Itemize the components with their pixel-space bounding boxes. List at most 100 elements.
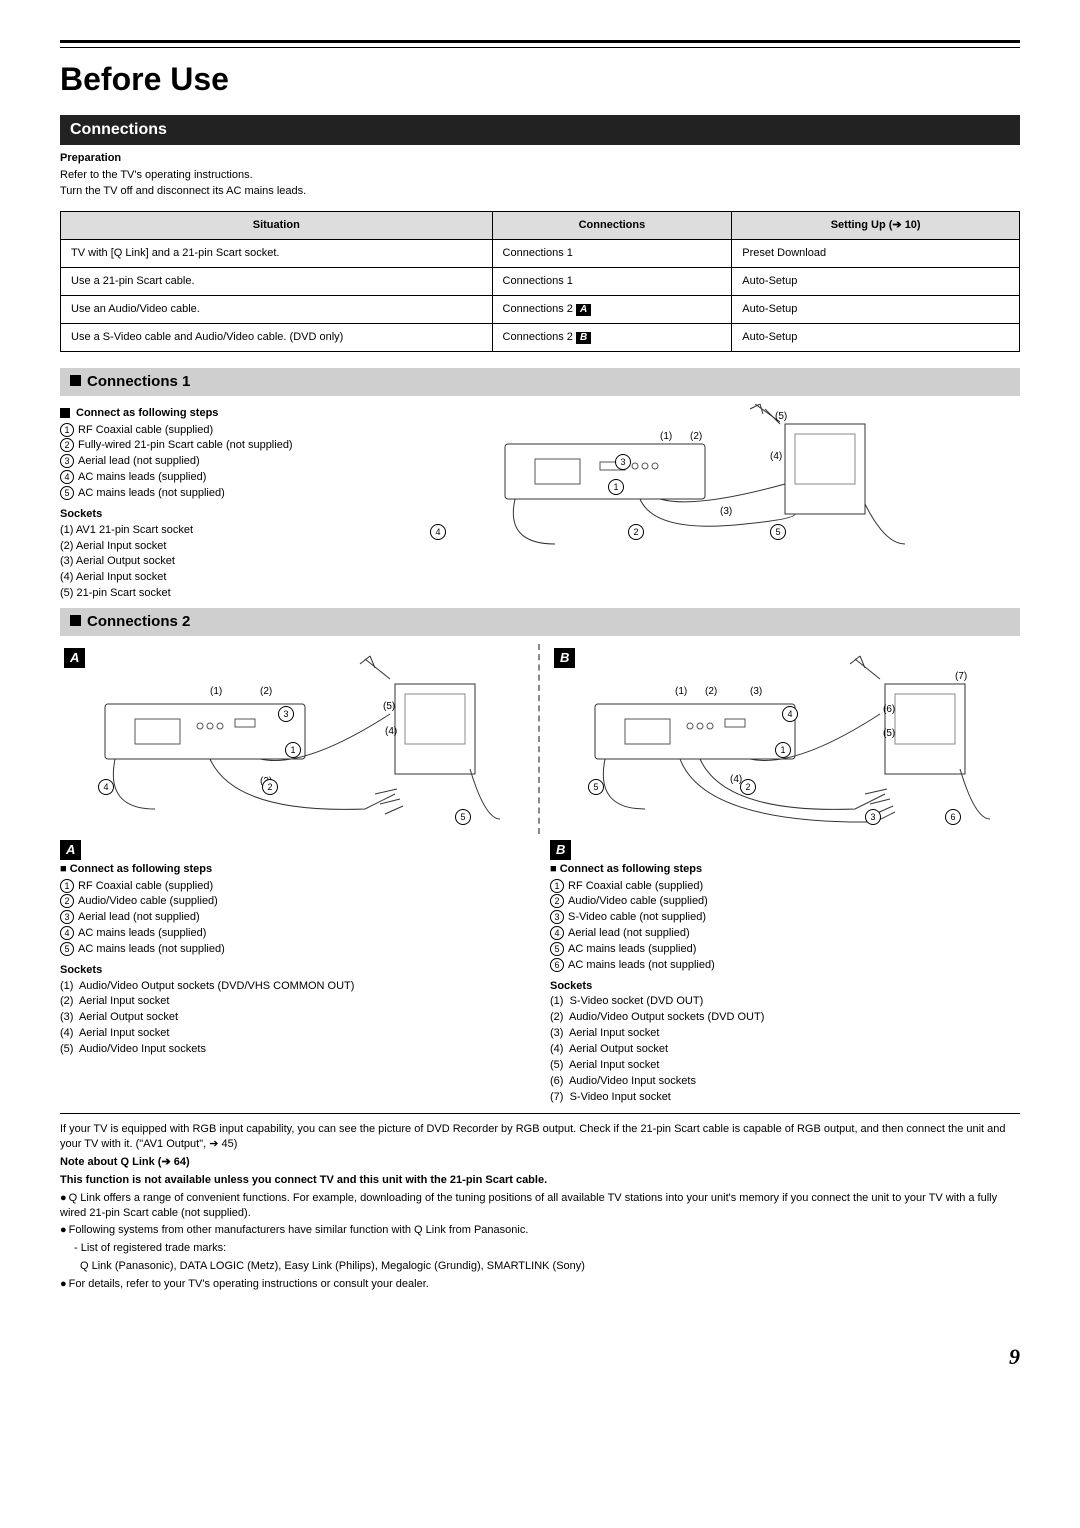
socket-item: (7) S-Video Input socket [550,1090,1020,1105]
diagram-a-svg: (1) (2) (5) (4) (3) [60,644,530,834]
conn2-a-text: A ■ Connect as following steps 1RF Coaxi… [60,840,530,1105]
table-row: TV with [Q Link] and a 21-pin Scart sock… [61,240,1020,268]
step-text: RF Coaxial cable (supplied) [568,880,703,892]
connections2-heading-text: Connections 2 [87,613,190,630]
svg-text:(4): (4) [770,451,782,462]
circle-2-icon: 2 [60,894,74,908]
prep-line1: Refer to the TV's operating instructions… [60,168,1020,183]
step-text: Fully-wired 21-pin Scart cable (not supp… [78,439,293,451]
sockets-heading: Sockets [60,963,530,978]
step-item: 3Aerial lead (not supplied) [60,454,380,469]
diagram-b-svg: (1) (2) (3) (7) (6) (5) (4) [550,644,1020,834]
letter-b-icon: B [550,840,571,860]
circle-2-icon: 2 [550,894,564,908]
step-text: AC mains leads (supplied) [568,943,696,955]
cell-text: Connections 2 [503,303,576,315]
socket-text: Aerial Input socket [569,1059,660,1071]
svg-text:(2): (2) [690,431,702,442]
circle-4-icon: 4 [60,470,74,484]
conn2a-sockets-list: (1) Audio/Video Output sockets (DVD/VHS … [60,979,530,1057]
letter-b-icon: B [576,332,591,344]
step-item: 4Aerial lead (not supplied) [550,926,1020,941]
steps-heading-text: Connect as following steps [560,863,702,875]
step-item: 2Audio/Video cable (supplied) [550,894,1020,909]
conn1-steps-list: 1RF Coaxial cable (supplied) 2Fully-wire… [60,423,380,501]
cell: Auto-Setup [732,295,1020,323]
table-row: Use a S-Video cable and Audio/Video cabl… [61,323,1020,351]
diagram-svg: (1) (2) (5) (3) (4) [390,404,1020,554]
svg-text:(1): (1) [675,686,687,697]
bullet-3: ●For details, refer to your TV's operati… [60,1277,1020,1292]
socket-text: Aerial Input socket [76,540,167,552]
connections2-text: A ■ Connect as following steps 1RF Coaxi… [60,840,1020,1105]
diagram-divider [538,644,542,834]
circle-3-icon: 3 [550,910,564,924]
svg-text:(5): (5) [883,728,895,739]
rgb-note: If your TV is equipped with RGB input ca… [60,1122,1020,1152]
qlink-warning: This function is not available unless yo… [60,1173,1020,1188]
socket-item: (1) Audio/Video Output sockets (DVD/VHS … [60,979,530,994]
socket-text: Aerial Input socket [569,1027,660,1039]
circle-4-icon: 4 [430,524,446,540]
cell: Connections 1 [492,240,732,268]
trademarks-sub2: Q Link (Panasonic), DATA LOGIC (Metz), E… [80,1259,1020,1274]
step-item: 3 S-Video cable (not supplied) [550,910,1020,925]
socket-text: 21-pin Scart socket [77,587,171,599]
socket-text: Aerial Output socket [569,1043,668,1055]
prep-line2: Turn the TV off and disconnect its AC ma… [60,184,1020,199]
circle-3-icon: 3 [615,454,631,470]
step-text: Aerial lead (not supplied) [78,455,200,467]
step-item: 1RF Coaxial cable (supplied) [60,879,530,894]
socket-item: (2) Aerial Input socket [60,539,380,554]
cell: Preset Download [732,240,1020,268]
step-item: 3Aerial lead (not supplied) [60,910,530,925]
cell: TV with [Q Link] and a 21-pin Scart sock… [61,240,493,268]
steps-heading-text: Connect as following steps [70,863,212,875]
connections1-heading-text: Connections 1 [87,373,190,390]
step-text: AC mains leads (not supplied) [78,943,225,955]
connections1-diagram: (1) (2) (5) (3) (4) 3 1 2 4 5 [390,404,1020,602]
svg-text:(5): (5) [775,411,787,422]
socket-item: (2) Aerial Input socket [60,994,530,1009]
circle-4-icon: 4 [550,926,564,940]
square-icon [60,408,70,418]
socket-item: (5) Aerial Input socket [550,1058,1020,1073]
rule-double [60,40,1020,48]
step-item: 4 AC mains leads (supplied) [60,470,380,485]
socket-item: (5) Audio/Video Input sockets [60,1042,530,1057]
connections1-heading: Connections 1 [60,368,1020,396]
svg-text:(4): (4) [385,726,397,737]
circle-1-icon: 1 [550,879,564,893]
circle-5-icon: 5 [550,942,564,956]
circle-5-icon: 5 [770,524,786,540]
circle-5-icon: 5 [60,486,74,500]
socket-text: Aerial Output socket [79,1011,178,1023]
cell: Use an Audio/Video cable. [61,295,493,323]
step-text: RF Coaxial cable (supplied) [78,424,213,436]
socket-item: (4) Aerial Output socket [550,1042,1020,1057]
qlink-heading: Note about Q Link (➔ 64) [60,1155,1020,1170]
socket-item: (3) Aerial Output socket [60,554,380,569]
circle-1-icon: 1 [60,423,74,437]
steps-heading: ■ Connect as following steps [550,862,1020,877]
connections1-text: Connect as following steps 1RF Coaxial c… [60,404,380,602]
step-text: AC mains leads (supplied) [78,471,206,483]
step-text: AC mains leads (not supplied) [568,959,715,971]
cell: Use a S-Video cable and Audio/Video cabl… [61,323,493,351]
circle-5-icon: 5 [60,942,74,956]
connections-table: Situation Connections Setting Up (➔ 10) … [60,211,1020,351]
step-text: S-Video cable (not supplied) [568,911,706,923]
connections1-row: Connect as following steps 1RF Coaxial c… [60,404,1020,602]
conn2b-sockets-list: (1) S-Video socket (DVD OUT) (2) Audio/V… [550,994,1020,1104]
cell: Use a 21-pin Scart cable. [61,268,493,296]
socket-item: (2) Audio/Video Output sockets (DVD OUT) [550,1010,1020,1025]
trademarks-sub1: - List of registered trade marks: [74,1241,1020,1256]
prep-heading: Preparation [60,151,1020,166]
socket-text: S-Video socket (DVD OUT) [570,995,704,1007]
step-item: 1 RF Coaxial cable (supplied) [60,423,380,438]
step-text: Aerial lead (not supplied) [78,911,200,923]
letter-b-icon: B [554,648,575,668]
step-item: 5AC mains leads (not supplied) [60,486,380,501]
section-heading: Connections [60,115,1020,145]
bullet-text: Q Link offers a range of convenient func… [60,1192,997,1219]
